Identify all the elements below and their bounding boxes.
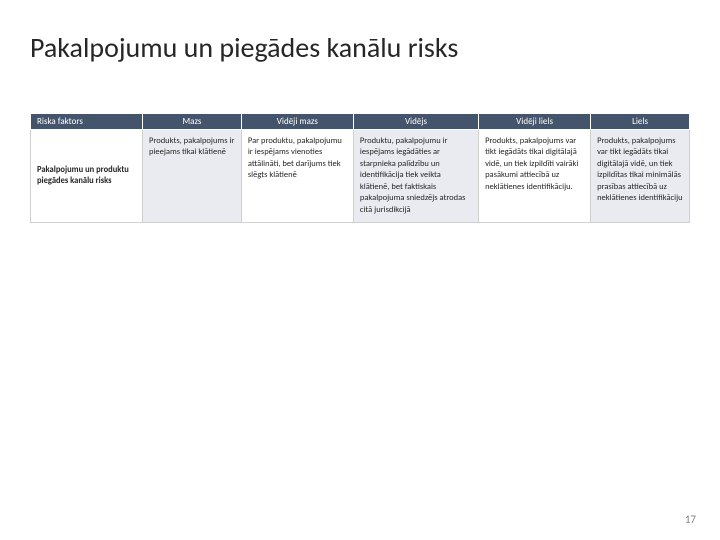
cell-liels: Produkts, pakalpojums var tikt iegādāts … [591, 130, 690, 223]
cell-factor: Pakalpojumu un produktu piegādes kanālu … [31, 130, 143, 223]
cell-videji-mazs: Par produktu, pakalpojumu ir iespējams v… [241, 130, 353, 223]
page-number: 17 [685, 513, 696, 526]
header-factor: Riska faktors [31, 114, 143, 130]
slide-container: Pakalpojumu un piegādes kanālu risks Ris… [0, 0, 720, 540]
header-videji-liels: Vidēji liels [479, 114, 591, 130]
cell-videji-liels: Produkts, pakalpojums var tikt iegādāts … [479, 130, 591, 223]
table-header: Riska faktors Mazs Vidēji mazs Vidējs Vi… [31, 114, 690, 130]
header-liels: Liels [591, 114, 690, 130]
cell-mazs: Produkts, pakalpojums ir pieejams tikai … [143, 130, 242, 223]
risk-table: Riska faktors Mazs Vidēji mazs Vidējs Vi… [30, 113, 690, 223]
table-row: Pakalpojumu un produktu piegādes kanālu … [31, 130, 690, 223]
header-mazs: Mazs [143, 114, 242, 130]
header-videji-mazs: Vidēji mazs [241, 114, 353, 130]
slide-title: Pakalpojumu un piegādes kanālu risks [30, 30, 690, 65]
cell-videjs: Produktu, pakalpojumu ir iespējams iegād… [353, 130, 478, 223]
header-videjs: Vidējs [353, 114, 478, 130]
